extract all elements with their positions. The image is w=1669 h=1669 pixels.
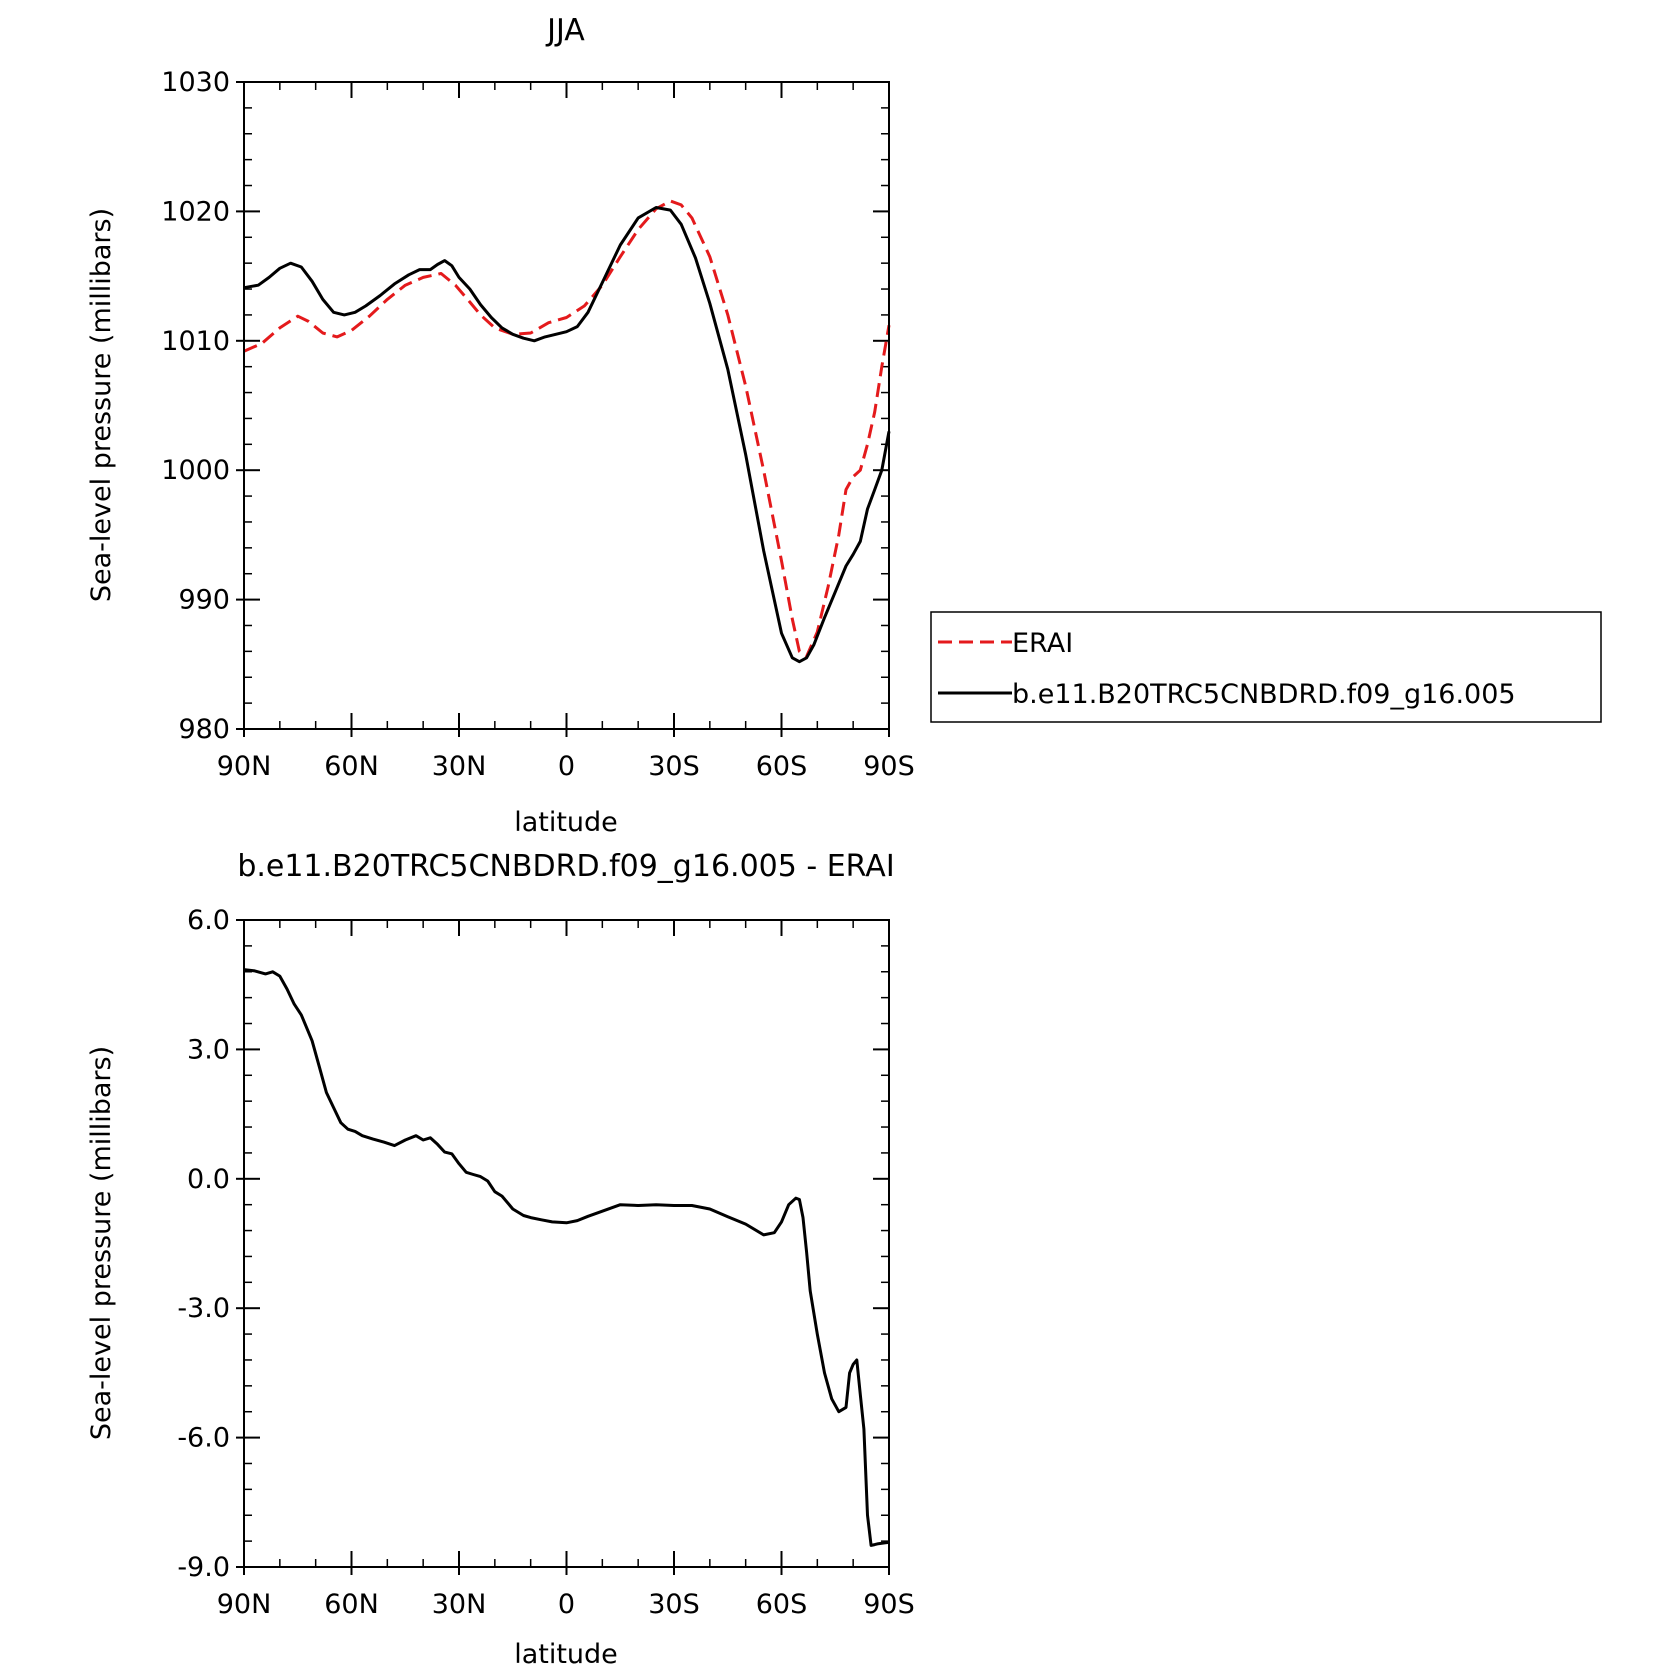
bottom-ytick-label: 0.0: [187, 1164, 230, 1195]
top-xtick-label: 90N: [217, 751, 272, 782]
bottom-series-line-0: [243, 968, 890, 1547]
bottom-ytick-label: 3.0: [187, 1034, 230, 1065]
top-series-line-1: [243, 206, 891, 664]
top-chart-xlabel: latitude: [514, 807, 618, 838]
top-xtick-label: 60N: [324, 751, 379, 782]
bottom-chart-frame: [243, 919, 890, 1568]
top-xtick-label: 30N: [432, 751, 487, 782]
bottom-chart-xlabel: latitude: [514, 1639, 618, 1669]
top-ytick-label: 980: [178, 714, 230, 745]
legend-box: [930, 611, 1602, 723]
bottom-ytick-label: -3.0: [177, 1293, 230, 1324]
bottom-chart-ylabel: Sea-level pressure (millibars): [86, 1046, 117, 1440]
top-chart-ylabel: Sea-level pressure (millibars): [86, 208, 117, 602]
top-chart-axes: 980 990 1000 1010 1020 1030 90N 60N 30N 0 30S 60S 90…: [161, 67, 914, 782]
top-ytick-label: 1010: [161, 326, 230, 357]
top-chart-frame: [243, 81, 890, 730]
top-chart-title: JJA: [545, 13, 585, 48]
bottom-xtick-label: 60N: [324, 1589, 379, 1620]
legend-label-erai: ERAI: [1012, 628, 1073, 659]
bottom-xtick-label: 90S: [863, 1589, 915, 1620]
legend: ERAI b.e11.B20TRC5CNBDRD.f09_g16.005: [930, 611, 1602, 723]
bottom-xtick-label: 90N: [217, 1589, 272, 1620]
bottom-xtick-label: 30S: [648, 1589, 700, 1620]
top-chart-panel: JJA 980 990 1000 1010 1020 1030 90N 60N 30N 0 30S 6…: [86, 13, 915, 838]
bottom-chart-panel: b.e11.B20TRC5CNBDRD.f09_g16.005 - ERAI -…: [86, 849, 915, 1669]
legend-label-model: b.e11.B20TRC5CNBDRD.f09_g16.005: [1012, 679, 1516, 710]
bottom-xtick-label: 0: [558, 1589, 575, 1620]
bottom-ytick-label: 6.0: [187, 905, 230, 936]
bottom-chart-title: b.e11.B20TRC5CNBDRD.f09_g16.005 - ERAI: [237, 849, 894, 884]
top-ytick-label: 1020: [161, 196, 230, 227]
top-ytick-label: 990: [178, 585, 230, 616]
bottom-ytick-label: -9.0: [177, 1552, 230, 1583]
top-ytick-label: 1000: [161, 455, 230, 486]
top-chart-series: [243, 199, 891, 664]
top-ytick-label: 1030: [161, 67, 230, 98]
bottom-xtick-label: 60S: [756, 1589, 808, 1620]
top-series-line-0: [243, 199, 891, 658]
bottom-chart-axes: -9.0 -6.0 -3.0 0.0 3.0 6.0 90N 60N 30N 0 30S 60S 90S: [177, 905, 914, 1620]
top-xtick-label: 30S: [648, 751, 700, 782]
bottom-xtick-label: 30N: [432, 1589, 487, 1620]
bottom-chart-series: [243, 968, 890, 1547]
top-xtick-label: 0: [558, 751, 575, 782]
bottom-ytick-label: -6.0: [177, 1423, 230, 1454]
top-xtick-label: 60S: [756, 751, 808, 782]
top-xtick-label: 90S: [863, 751, 915, 782]
